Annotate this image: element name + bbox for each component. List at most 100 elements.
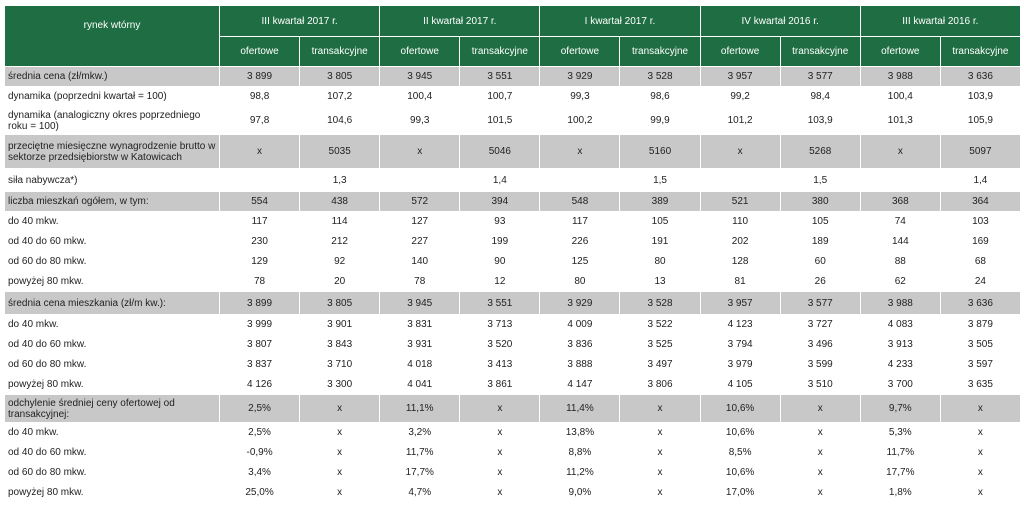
cell-offer: 11,7%: [859, 442, 941, 463]
cell-transaction: 3 806: [619, 374, 701, 395]
cell-offer: 80: [539, 271, 621, 292]
cell-transaction: x: [299, 422, 381, 443]
cell-transaction: 5160: [619, 134, 701, 169]
cell-transaction: 3 805: [299, 66, 381, 87]
cell-offer: 3 979: [699, 354, 781, 375]
cell-offer: 1,8%: [859, 482, 941, 503]
cell-transaction: x: [459, 394, 541, 423]
row-label: powyżej 80 mkw.: [4, 271, 220, 292]
cell-transaction: 3 635: [939, 374, 1021, 395]
cell-offer: 101,2: [699, 106, 781, 135]
cell-offer: 11,2%: [539, 462, 621, 483]
cell-transaction: 3 805: [299, 291, 381, 315]
cell-transaction: 191: [619, 231, 701, 252]
table-row: odchylenie średniej ceny ofertowej od tr…: [4, 394, 1021, 423]
cell-transaction: x: [459, 482, 541, 503]
cell-transaction: x: [779, 482, 861, 503]
subheader-offer: ofertowe: [859, 36, 941, 67]
cell-transaction: 169: [939, 231, 1021, 252]
cell-transaction: 389: [619, 191, 701, 212]
cell-transaction: 3 636: [939, 291, 1021, 315]
table-row: powyżej 80 mkw. 78 20 78 12 80 13 81 26 62 24: [4, 271, 1021, 292]
cell-transaction: 114: [299, 211, 381, 232]
cell-offer: [859, 168, 941, 192]
table-row: dynamika (poprzedni kwartał = 100) 98,8 10…: [4, 86, 1021, 107]
cell-offer: 17,7%: [859, 462, 941, 483]
cell-transaction: 3 520: [459, 334, 541, 355]
period-header-row: rynek wtórny III kwartał 2017 r. II kwar…: [4, 4, 1021, 67]
cell-transaction: 3 505: [939, 334, 1021, 355]
cell-offer: 100,4: [379, 86, 461, 107]
table-row: powyżej 80 mkw. 25,0% x 4,7% x 9,0% x 17,0% x 1,8…: [4, 482, 1021, 503]
subheader-transaction: transakcyjne: [619, 36, 701, 67]
cell-transaction: x: [459, 442, 541, 463]
cell-transaction: x: [459, 422, 541, 443]
table-row: od 40 do 60 mkw. 3 807 3 843 3 931 3 520 3 83…: [4, 334, 1021, 355]
table-row: do 40 mkw. 3 999 3 901 3 831 3 713 4 009 3 522…: [4, 314, 1021, 335]
table-row: do 40 mkw. 117 114 127 93 117 105 110 105 74 103: [4, 211, 1021, 232]
cell-offer: 129: [218, 251, 301, 272]
cell-offer: [539, 168, 621, 192]
row-label: od 60 do 80 mkw.: [4, 462, 220, 483]
cell-offer: 25,0%: [218, 482, 301, 503]
row-label: dynamika (analogiczny okres poprzedniego…: [4, 106, 220, 135]
cell-offer: 2,5%: [218, 394, 301, 423]
cell-offer: 3 929: [539, 291, 621, 315]
cell-offer: 88: [859, 251, 941, 272]
cell-offer: 17,7%: [379, 462, 461, 483]
cell-offer: 11,7%: [379, 442, 461, 463]
cell-transaction: 3 577: [779, 291, 861, 315]
cell-transaction: 3 597: [939, 354, 1021, 375]
table-row: średnia cena mieszkania (zł/m kw.): 3 899…: [4, 291, 1021, 315]
cell-offer: 3 957: [699, 66, 781, 87]
cell-transaction: 60: [779, 251, 861, 272]
cell-transaction: 394: [459, 191, 541, 212]
row-label: odchylenie średniej ceny ofertowej od tr…: [4, 394, 220, 423]
cell-transaction: 92: [299, 251, 381, 272]
cell-offer: [699, 168, 781, 192]
cell-transaction: x: [619, 394, 701, 423]
cell-offer: 4 018: [379, 354, 461, 375]
row-label: powyżej 80 mkw.: [4, 374, 220, 395]
row-label: średnia cena (zł/mkw.): [4, 66, 220, 87]
table-row: dynamika (analogiczny okres poprzedniego…: [4, 106, 1021, 135]
table-row: powyżej 80 mkw. 4 126 3 300 4 041 3 861 4 147…: [4, 374, 1021, 395]
cell-transaction: 3 497: [619, 354, 701, 375]
cell-transaction: 3 522: [619, 314, 701, 335]
cell-transaction: x: [299, 462, 381, 483]
cell-offer: 4 105: [699, 374, 781, 395]
subheader-transaction: transakcyjne: [939, 36, 1021, 67]
row-label: od 40 do 60 mkw.: [4, 231, 220, 252]
cell-offer: 5,3%: [859, 422, 941, 443]
cell-offer: 230: [218, 231, 301, 252]
corner-header: rynek wtórny: [4, 5, 220, 67]
cell-offer: 3 988: [859, 291, 941, 315]
row-label: od 60 do 80 mkw.: [4, 354, 220, 375]
cell-transaction: 3 528: [619, 291, 701, 315]
cell-transaction: 99,9: [619, 106, 701, 135]
cell-offer: 4 041: [379, 374, 461, 395]
cell-transaction: 12: [459, 271, 541, 292]
cell-offer: x: [379, 134, 461, 169]
cell-transaction: 3 901: [299, 314, 381, 335]
cell-offer: 4 126: [218, 374, 301, 395]
table-row: od 60 do 80 mkw. 129 92 140 90 125 80 128 60 88 68: [4, 251, 1021, 272]
period-header: II kwartał 2017 r.: [379, 4, 541, 38]
cell-offer: 3 899: [218, 66, 301, 87]
cell-transaction: x: [779, 462, 861, 483]
table-row: liczba mieszkań ogółem, w tym: 554 438 572 3…: [4, 191, 1021, 212]
cell-offer: 572: [379, 191, 461, 212]
table-row: siła nabywcza*) 1,3 1,4 1,5 1,5 1,4: [4, 168, 1021, 192]
cell-transaction: 100,7: [459, 86, 541, 107]
cell-offer: 4 009: [539, 314, 621, 335]
cell-offer: 62: [859, 271, 941, 292]
cell-offer: 9,7%: [859, 394, 941, 423]
cell-transaction: 438: [299, 191, 381, 212]
cell-offer: 127: [379, 211, 461, 232]
cell-offer: 2,5%: [218, 422, 301, 443]
cell-transaction: 3 710: [299, 354, 381, 375]
cell-offer: 4 147: [539, 374, 621, 395]
cell-transaction: x: [459, 462, 541, 483]
cell-offer: 13,8%: [539, 422, 621, 443]
cell-transaction: 3 727: [779, 314, 861, 335]
